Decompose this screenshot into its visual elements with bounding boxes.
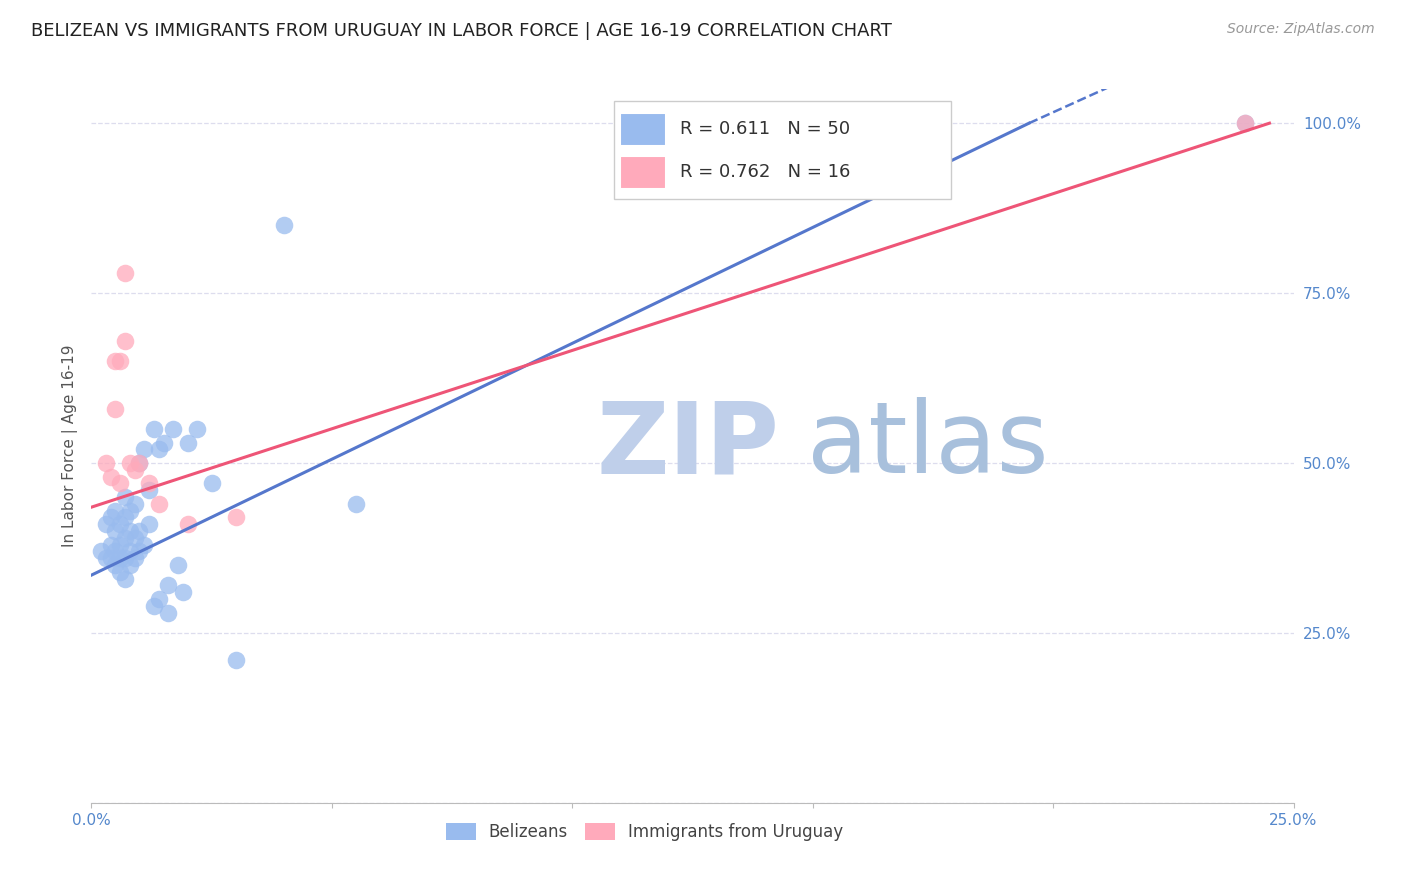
Text: R = 0.611   N = 50: R = 0.611 N = 50	[681, 120, 851, 137]
Point	[100, 537, 122, 551]
Y-axis label: In Labor Force | Age 16-19: In Labor Force | Age 16-19	[62, 344, 77, 548]
Point	[128, 456, 150, 470]
Point	[124, 551, 146, 566]
Point	[94, 551, 117, 566]
Point	[124, 497, 146, 511]
FancyBboxPatch shape	[620, 156, 666, 189]
FancyBboxPatch shape	[614, 101, 950, 199]
Point	[124, 531, 146, 545]
Point	[148, 442, 170, 457]
Point	[138, 476, 160, 491]
Point	[134, 537, 156, 551]
Point	[114, 510, 136, 524]
Point	[104, 401, 127, 416]
Point	[110, 354, 132, 368]
Point	[1234, 116, 1257, 130]
Point	[110, 476, 132, 491]
Point	[225, 653, 247, 667]
Point	[110, 551, 132, 566]
Point	[134, 442, 156, 457]
Point	[114, 572, 136, 586]
Point	[142, 422, 165, 436]
Point	[90, 544, 112, 558]
Point	[167, 558, 190, 572]
Text: Source: ZipAtlas.com: Source: ZipAtlas.com	[1227, 22, 1375, 37]
Point	[104, 524, 127, 538]
Point	[186, 422, 208, 436]
Point	[128, 544, 150, 558]
Text: ZIP: ZIP	[596, 398, 779, 494]
Point	[118, 503, 141, 517]
Point	[114, 551, 136, 566]
Point	[344, 497, 367, 511]
Point	[114, 334, 136, 348]
Point	[114, 266, 136, 280]
Text: BELIZEAN VS IMMIGRANTS FROM URUGUAY IN LABOR FORCE | AGE 16-19 CORRELATION CHART: BELIZEAN VS IMMIGRANTS FROM URUGUAY IN L…	[31, 22, 891, 40]
Point	[152, 435, 174, 450]
Point	[110, 537, 132, 551]
Point	[176, 435, 198, 450]
FancyBboxPatch shape	[620, 113, 666, 146]
Point	[176, 517, 198, 532]
Point	[128, 456, 150, 470]
Point	[94, 456, 117, 470]
Legend: Belizeans, Immigrants from Uruguay: Belizeans, Immigrants from Uruguay	[439, 816, 849, 848]
Point	[100, 469, 122, 483]
Point	[273, 218, 295, 232]
Point	[1234, 116, 1257, 130]
Point	[100, 551, 122, 566]
Point	[142, 599, 165, 613]
Point	[114, 490, 136, 504]
Point	[138, 483, 160, 498]
Point	[104, 354, 127, 368]
Point	[201, 476, 224, 491]
Point	[118, 544, 141, 558]
Text: R = 0.762   N = 16: R = 0.762 N = 16	[681, 163, 851, 181]
Point	[124, 463, 146, 477]
Point	[148, 497, 170, 511]
Point	[118, 456, 141, 470]
Point	[104, 544, 127, 558]
FancyBboxPatch shape	[620, 156, 666, 189]
Point	[138, 517, 160, 532]
Point	[128, 524, 150, 538]
Point	[225, 510, 247, 524]
Point	[104, 558, 127, 572]
Text: atlas: atlas	[807, 398, 1049, 494]
Point	[172, 585, 194, 599]
Point	[114, 531, 136, 545]
Point	[157, 606, 180, 620]
Point	[162, 422, 184, 436]
Point	[148, 591, 170, 606]
Point	[157, 578, 180, 592]
Point	[100, 510, 122, 524]
Point	[94, 517, 117, 532]
Point	[118, 558, 141, 572]
FancyBboxPatch shape	[620, 113, 666, 146]
Point	[110, 565, 132, 579]
Point	[118, 524, 141, 538]
Point	[104, 503, 127, 517]
Point	[110, 517, 132, 532]
